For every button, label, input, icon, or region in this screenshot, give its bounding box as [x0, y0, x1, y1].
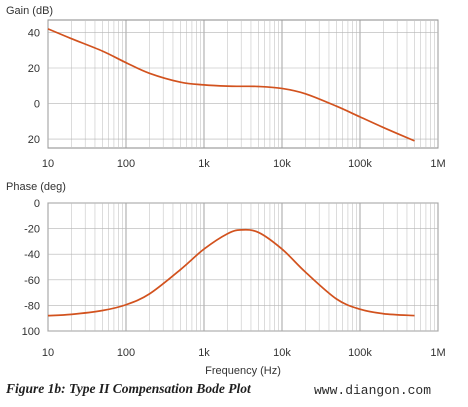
figure-caption: Figure 1b: Type II Compensation Bode Plo… [6, 381, 251, 396]
chart1-y-axis-title: Phase (deg) [6, 181, 66, 193]
chart0-y-tick-label: 20 [28, 63, 40, 75]
chart0-y-tick-label: 20 [28, 134, 40, 146]
chart1-x-tick-label: 100 [117, 347, 135, 359]
chart0-y-axis-title: Gain (dB) [6, 5, 53, 17]
chart0-x-tick-label: 1M [430, 158, 445, 170]
chart1-plot-area [47, 202, 439, 332]
chart1-series-line [47, 228, 415, 317]
chart1-x-tick-label: 1k [198, 347, 210, 359]
chart0-x-tick-label: 10 [42, 158, 54, 170]
chart1-y-tick-label: -80 [24, 300, 40, 312]
chart1-y-tick-label: -60 [24, 275, 40, 287]
chart1-x-tick-label: 10 [42, 347, 54, 359]
chart1-x-tick-label: 100k [348, 347, 372, 359]
chart0-x-tick-label: 1k [198, 158, 210, 170]
chart1-y-tick-label: 100 [22, 326, 40, 338]
chart1-y-tick-label: 0 [34, 198, 40, 210]
chart0-y-tick-label: 0 [34, 99, 40, 111]
chart1-y-tick-label: -20 [24, 224, 40, 236]
chart1-x-tick-label: 1M [430, 347, 445, 359]
chart0-x-tick-label: 10k [273, 158, 291, 170]
watermark-text: www.diangon.com [314, 383, 432, 398]
chart0-series-line [47, 28, 415, 142]
chart0-plot-area [47, 19, 439, 149]
chart1-x-tick-label: 10k [273, 347, 291, 359]
chart1-x-axis-title: Frequency (Hz) [205, 365, 281, 377]
chart0-x-tick-label: 100 [117, 158, 135, 170]
chart0-x-tick-label: 100k [348, 158, 372, 170]
chart0-y-tick-label: 40 [28, 27, 40, 39]
chart1-y-tick-label: -40 [24, 249, 40, 261]
